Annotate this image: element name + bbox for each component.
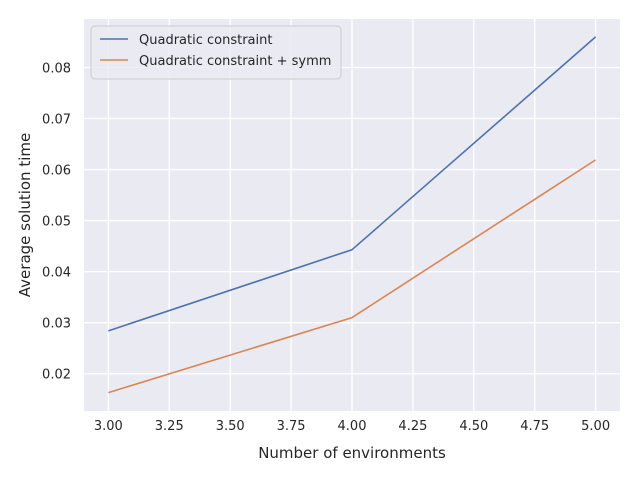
grid-lines [84,19,620,411]
x-tick-label: 3.50 [216,419,245,434]
y-tick-label: 0.08 [42,61,71,76]
series-lines [108,36,597,394]
x-tick-label: 3.25 [155,419,184,434]
y-tick-label: 0.06 [42,164,71,179]
y-tick-label: 0.05 [42,215,71,230]
x-axis-label: Number of environments [258,444,446,462]
legend-entry: Quadratic constraint + symm [139,54,331,69]
x-tick-label: 4.00 [338,419,367,434]
x-axis-ticks: 3.00 3.25 3.50 3.75 4.00 4.25 4.50 4.75 5.00 [94,419,610,434]
legend-entry: Quadratic constraint [139,33,272,48]
legend-box [90,25,342,80]
legend: Quadratic constraint Quadratic constraint… [90,25,342,80]
x-tick-label: 3.00 [94,419,123,434]
x-tick-label: 4.50 [459,419,488,434]
y-tick-label: 0.04 [42,266,71,281]
y-tick-label: 0.07 [42,113,71,128]
x-tick-label: 3.75 [277,419,306,434]
x-tick-label: 4.75 [520,419,549,434]
x-tick-label: 5.00 [581,419,610,434]
series-line-1 [108,36,597,332]
y-axis-label: Average solution time [16,133,34,297]
series-line-2 [108,159,597,394]
y-tick-label: 0.03 [42,317,71,332]
y-axis-ticks: 0.02 0.03 0.04 0.05 0.06 0.07 0.08 [42,61,71,382]
x-tick-label: 4.25 [398,419,427,434]
y-tick-label: 0.02 [42,368,71,383]
